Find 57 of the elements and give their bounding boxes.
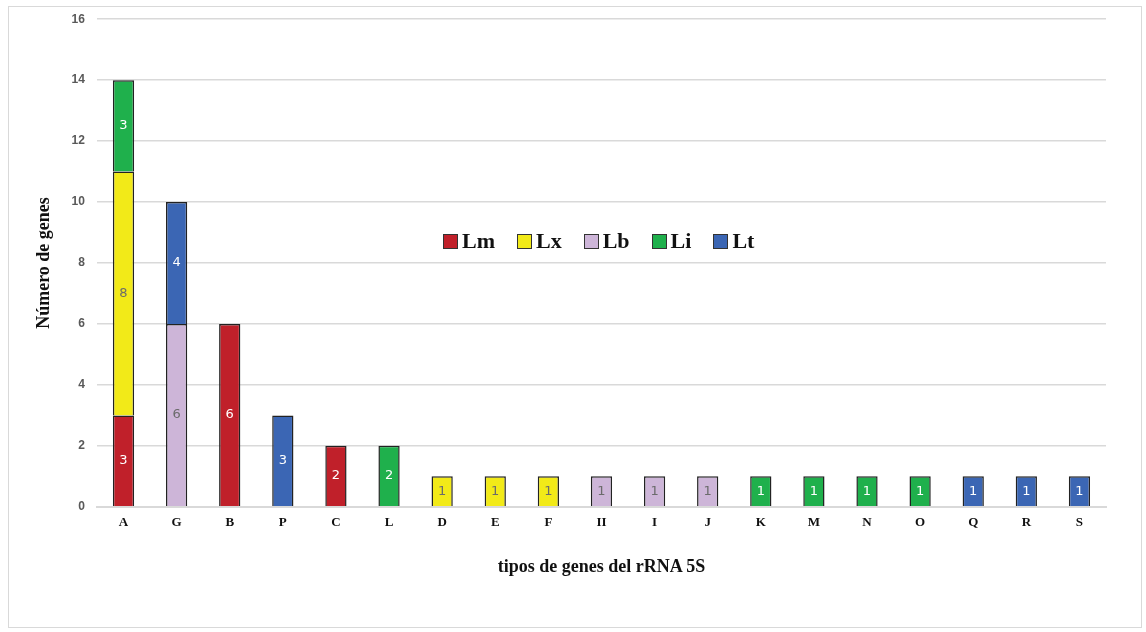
x-tick-label: E: [490, 513, 500, 529]
data-label: 1: [438, 482, 447, 498]
y-tick-label: 14: [71, 72, 86, 87]
data-label: 1: [544, 482, 553, 498]
x-tick-label: C: [331, 513, 341, 529]
x-axis-title: tipos de genes del rRNA 5S: [497, 555, 706, 576]
y-tick-label: 12: [71, 133, 86, 148]
data-label: 1: [1022, 482, 1031, 498]
x-tick-label: K: [755, 513, 767, 529]
data-label: 1: [597, 482, 606, 498]
data-label: 8: [119, 284, 128, 300]
data-label: 6: [172, 406, 181, 422]
data-label: 2: [331, 467, 341, 483]
data-label: 1: [491, 482, 500, 498]
x-tick-label: G: [171, 513, 182, 529]
x-tick-label: A: [118, 513, 129, 529]
x-tick-label: O: [915, 513, 926, 529]
legend-label: Lm: [462, 228, 495, 254]
data-label: 1: [756, 482, 765, 498]
x-tick-label: P: [278, 513, 287, 529]
y-axis-title: Número de genes: [33, 197, 54, 329]
legend-label: Lx: [536, 228, 562, 254]
y-tick-label: 16: [71, 11, 86, 26]
y-tick-label: 10: [71, 194, 86, 209]
x-tick-label: R: [1021, 513, 1032, 529]
y-tick-label: 2: [78, 438, 86, 453]
data-label: 1: [703, 482, 712, 498]
x-tick-label: II: [596, 513, 607, 529]
y-tick-label: 0: [78, 499, 86, 514]
x-tick-label: Q: [968, 513, 979, 529]
x-tick-label: L: [384, 513, 394, 529]
data-label: 1: [650, 482, 659, 498]
x-tick-label: M: [807, 513, 821, 529]
data-label: 3: [119, 452, 128, 468]
data-label: 1: [809, 482, 819, 498]
x-tick-label: I: [652, 513, 658, 529]
x-tick-label: D: [437, 513, 447, 529]
data-label: 1: [969, 482, 978, 498]
data-label: 2: [384, 467, 394, 483]
data-label: 4: [172, 254, 181, 270]
data-label: 1: [1075, 482, 1084, 498]
x-tick-label: F: [544, 513, 553, 529]
x-tick-label: S: [1075, 513, 1084, 529]
data-label: 1: [915, 482, 925, 498]
data-label: 3: [119, 117, 128, 133]
y-tick-label: 6: [78, 316, 86, 331]
x-tick-label: N: [862, 513, 873, 529]
legend-label: Lt: [732, 228, 755, 254]
data-label: 3: [278, 452, 287, 468]
data-label: 6: [225, 406, 234, 422]
x-tick-label: B: [225, 513, 235, 529]
y-tick-label: 4: [78, 377, 86, 392]
legend-label: Lb: [602, 228, 630, 254]
x-tick-label: J: [704, 513, 712, 529]
y-tick-label: 8: [78, 255, 86, 270]
legend-label: Li: [670, 228, 692, 254]
data-label: 1: [862, 482, 872, 498]
